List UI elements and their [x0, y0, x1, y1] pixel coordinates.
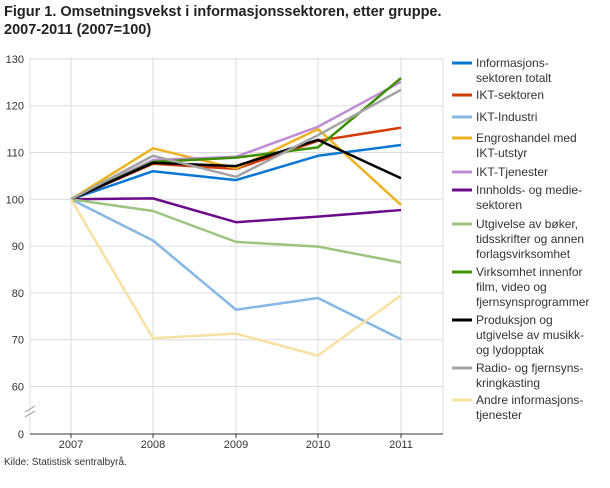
axis-break-mark	[24, 410, 36, 418]
legend-label: Utgivelse av bøker,	[476, 217, 578, 231]
series-line	[70, 138, 402, 201]
series-line	[70, 127, 402, 206]
legend-label: IKT-Industri	[476, 110, 537, 124]
source-note: Kilde: Statistisk sentralbyrå.	[4, 457, 127, 468]
legend-label: film, video og	[476, 280, 547, 294]
y-tick-label: 70	[12, 335, 24, 347]
legend-label: tidsskrifter og annen	[476, 232, 584, 246]
legend-label: Andre informasjons-	[476, 393, 583, 407]
chart-title: Figur 1. Omsetningsvekst i informasjonss…	[4, 3, 442, 39]
legend-label: Innholds- og medie-	[476, 183, 582, 197]
legend-label: fjernsynsprogrammer	[476, 295, 589, 309]
y-tick-label: 60	[12, 382, 24, 394]
y-tick-label: 130	[6, 54, 24, 66]
axis-break-mark	[24, 405, 36, 413]
series-line	[70, 198, 402, 264]
x-tick-label: 2011	[389, 439, 413, 451]
x-tick-label: 2008	[141, 439, 165, 451]
y-tick-label: 80	[12, 288, 24, 300]
series-line	[70, 198, 402, 341]
y-tick-label: 100	[6, 194, 24, 206]
legend-label: IKT-sektoren	[476, 88, 544, 102]
y-tick-label: 120	[6, 101, 24, 113]
y-tick-label: 110	[6, 148, 24, 160]
legend-label: IKT-Tjenester	[476, 165, 548, 179]
legend-label: Produksjon og	[476, 313, 553, 327]
subtitle-line: 2007-2011 (2007=100)	[4, 22, 152, 38]
series-line	[70, 88, 402, 201]
legend-label: IKT-utstyr	[476, 146, 527, 160]
title-line: Figur 1. Omsetningsvekst i informasjonss…	[4, 4, 442, 20]
legend-label: kringkasting	[476, 376, 540, 390]
series-line	[70, 197, 402, 224]
y-tick-label: 0	[18, 429, 24, 441]
legend-label: sektoren totalt	[476, 71, 552, 85]
legend-label: forlagsvirksomhet	[476, 247, 571, 261]
x-tick-label: 2010	[306, 439, 330, 451]
legend-label: Informasjons-	[476, 56, 549, 70]
x-tick-label: 2009	[224, 439, 248, 451]
legend-label: Virksomhet innenfor	[476, 265, 583, 279]
legend-label: utgivelse av musikk-	[476, 328, 584, 342]
legend-label: Radio- og fjernsyns-	[476, 361, 583, 375]
legend-label: sektoren	[476, 198, 522, 212]
legend-label: tjenester	[476, 408, 522, 422]
y-tick-label: 90	[12, 241, 24, 253]
series-line	[69, 198, 402, 357]
x-tick-label: 2007	[59, 439, 83, 451]
legend-label: og lydopptak	[476, 343, 545, 357]
legend-label: Engroshandel med	[476, 131, 577, 145]
